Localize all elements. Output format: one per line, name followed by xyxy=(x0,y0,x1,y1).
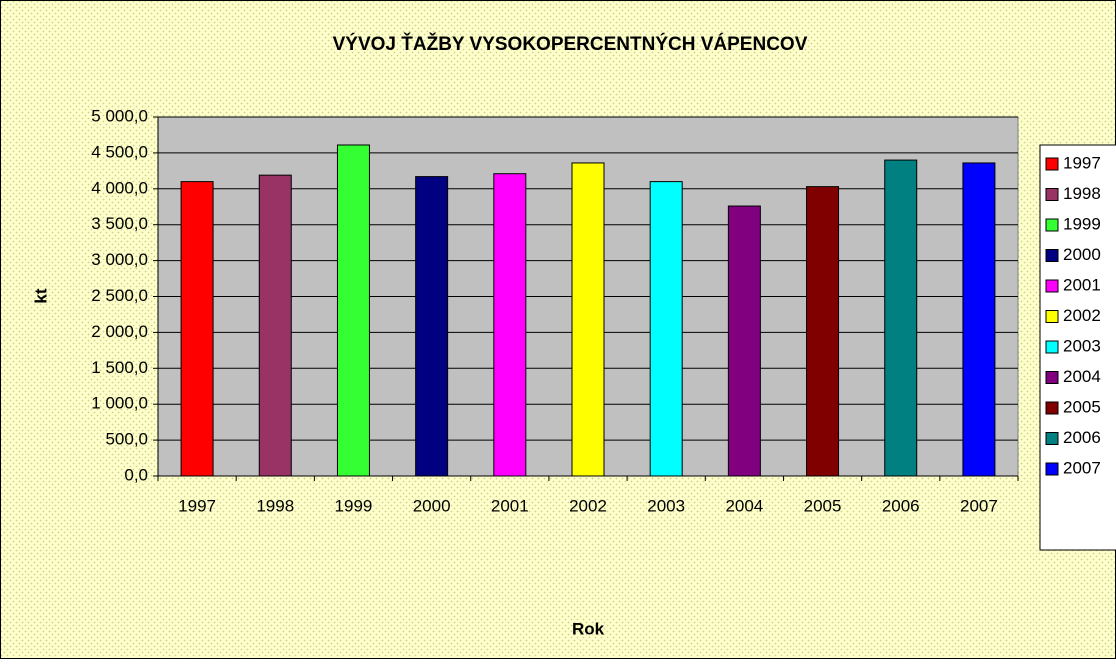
x-tick-label: 2001 xyxy=(491,496,529,515)
legend-swatch xyxy=(1045,432,1059,445)
x-tick-label: 1999 xyxy=(335,496,373,515)
chart-title: VÝVOJ ŤAŽBY VYSOKOPERCENTNÝCH VÁPENCOV xyxy=(333,33,808,55)
legend-label: 2003 xyxy=(1063,336,1101,355)
y-tick-label: 4 500,0 xyxy=(91,142,148,161)
legend-swatch xyxy=(1045,218,1059,232)
legend-label: 2004 xyxy=(1063,367,1101,386)
legend-swatch xyxy=(1045,157,1059,171)
legend-swatch xyxy=(1045,340,1059,354)
legend-label: 2007 xyxy=(1063,458,1101,477)
y-tick-label: 1 000,0 xyxy=(91,394,148,413)
legend-swatch xyxy=(1045,462,1059,476)
y-tick-label: 2 500,0 xyxy=(91,286,148,305)
bar xyxy=(258,174,292,477)
bar xyxy=(727,205,761,477)
y-tick-label: 3 500,0 xyxy=(91,214,148,233)
y-tick-label: 4 000,0 xyxy=(91,178,148,197)
x-tick-label: 2003 xyxy=(647,496,685,515)
y-tick-label: 1 500,0 xyxy=(91,358,148,377)
y-tick-label: 2 000,0 xyxy=(91,322,148,341)
x-axis-label: Rok xyxy=(572,619,605,638)
bar xyxy=(962,162,996,477)
legend-label: 2006 xyxy=(1063,428,1101,447)
bar xyxy=(884,159,918,477)
y-tick-label: 500,0 xyxy=(105,430,148,449)
bar xyxy=(493,173,527,477)
legend-label: 1997 xyxy=(1063,153,1101,172)
x-tick-label: 1997 xyxy=(178,496,216,515)
y-axis-label: kt xyxy=(31,288,50,303)
y-tick-label: 5 000,0 xyxy=(91,106,148,125)
x-tick-label: 2004 xyxy=(725,496,763,515)
bar xyxy=(571,162,605,477)
x-tick-label: 1998 xyxy=(256,496,294,515)
legend-swatch xyxy=(1045,188,1059,201)
bar xyxy=(336,144,370,477)
x-tick-label: 2000 xyxy=(413,496,451,515)
legend-label: 2001 xyxy=(1063,275,1101,294)
y-tick-label: 3 000,0 xyxy=(91,250,148,269)
legend-label: 2000 xyxy=(1063,245,1101,264)
legend-swatch xyxy=(1045,371,1059,384)
legend-label: 1999 xyxy=(1063,214,1101,233)
x-tick-label: 2002 xyxy=(569,496,607,515)
legend-swatch xyxy=(1045,249,1059,262)
legend-swatch xyxy=(1045,401,1059,415)
x-tick-label: 2006 xyxy=(882,496,920,515)
legend-label: 1998 xyxy=(1063,184,1101,203)
legend-swatch xyxy=(1045,310,1059,323)
x-tick-label: 2007 xyxy=(960,496,998,515)
y-tick-label: 0,0 xyxy=(124,465,148,484)
x-tick-label: 2005 xyxy=(804,496,842,515)
bar xyxy=(415,176,449,477)
legend-label: 2002 xyxy=(1063,306,1101,325)
bar xyxy=(649,181,683,477)
bar xyxy=(180,181,214,477)
bar xyxy=(806,186,840,477)
legend-swatch xyxy=(1045,279,1059,293)
legend-label: 2005 xyxy=(1063,397,1101,416)
